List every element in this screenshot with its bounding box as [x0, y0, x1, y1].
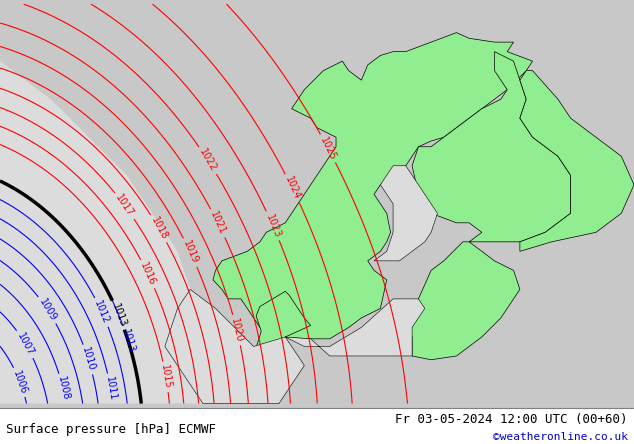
Text: ©weatheronline.co.uk: ©weatheronline.co.uk	[493, 432, 628, 442]
Text: 1021: 1021	[208, 210, 228, 237]
Text: 1007: 1007	[15, 331, 36, 357]
Polygon shape	[399, 242, 520, 360]
Text: 1022: 1022	[197, 147, 219, 174]
Text: 1023: 1023	[264, 213, 282, 239]
Text: 1019: 1019	[181, 239, 200, 266]
Polygon shape	[165, 289, 304, 404]
Polygon shape	[520, 71, 634, 251]
Text: 1025: 1025	[318, 135, 338, 162]
Text: 1016: 1016	[138, 261, 157, 287]
Text: 1008: 1008	[56, 376, 70, 402]
Text: 1013: 1013	[110, 302, 127, 328]
Text: Surface pressure [hPa] ECMWF: Surface pressure [hPa] ECMWF	[6, 423, 216, 436]
Text: Fr 03-05-2024 12:00 UTC (00+60): Fr 03-05-2024 12:00 UTC (00+60)	[395, 412, 628, 426]
Text: 1018: 1018	[149, 215, 169, 242]
Text: 1013: 1013	[120, 328, 136, 354]
Polygon shape	[285, 299, 425, 356]
Text: 1015: 1015	[159, 364, 172, 390]
Text: 1010: 1010	[80, 346, 96, 373]
Text: 1017: 1017	[113, 193, 136, 219]
Text: 1020: 1020	[230, 317, 244, 343]
Polygon shape	[0, 61, 203, 404]
Text: 1011: 1011	[104, 376, 117, 402]
Text: 1009: 1009	[37, 297, 58, 323]
Polygon shape	[374, 166, 437, 261]
Polygon shape	[213, 32, 533, 339]
Text: 1006: 1006	[11, 369, 29, 395]
Polygon shape	[254, 291, 311, 356]
Polygon shape	[412, 52, 571, 242]
Text: 1024: 1024	[283, 175, 302, 202]
Text: 1012: 1012	[93, 299, 111, 325]
